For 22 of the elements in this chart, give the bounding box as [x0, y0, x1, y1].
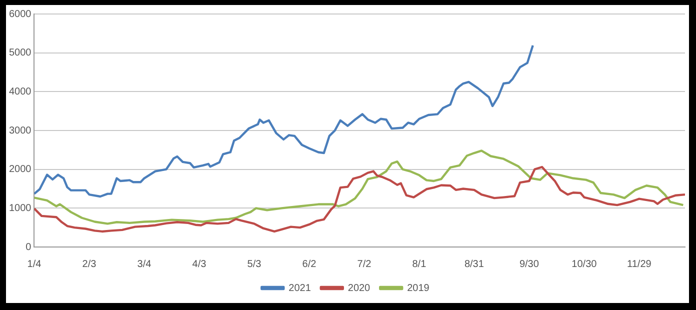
legend-label: 2019 [407, 282, 430, 294]
x-tick-label: 6/2 [302, 258, 317, 270]
x-tick-label: 7/2 [357, 258, 372, 270]
y-tick-label: 4000 [8, 86, 32, 98]
x-tick-label: 1/4 [27, 258, 42, 270]
y-tick-label: 6000 [8, 8, 32, 20]
y-tick-label: 5000 [8, 48, 32, 59]
x-tick-label: 11/29 [627, 258, 652, 270]
x-tick-label: 3/4 [137, 258, 152, 270]
legend-label: 2020 [348, 282, 371, 294]
y-tick-label: 1000 [8, 202, 32, 214]
legend-label: 2021 [288, 282, 312, 294]
x-tick-label: 8/31 [464, 258, 484, 270]
y-tick-label: 0 [26, 242, 32, 253]
y-tick-label: 2000 [8, 164, 32, 176]
x-tick-label: 10/30 [572, 258, 598, 270]
x-tick-label: 2/3 [82, 258, 97, 270]
x-tick-label: 5/3 [247, 258, 262, 270]
x-tick-label: 8/1 [412, 258, 427, 270]
x-tick-label: 4/3 [192, 258, 207, 270]
x-tick-label: 9/30 [519, 258, 540, 270]
y-tick-label: 3000 [8, 125, 32, 136]
